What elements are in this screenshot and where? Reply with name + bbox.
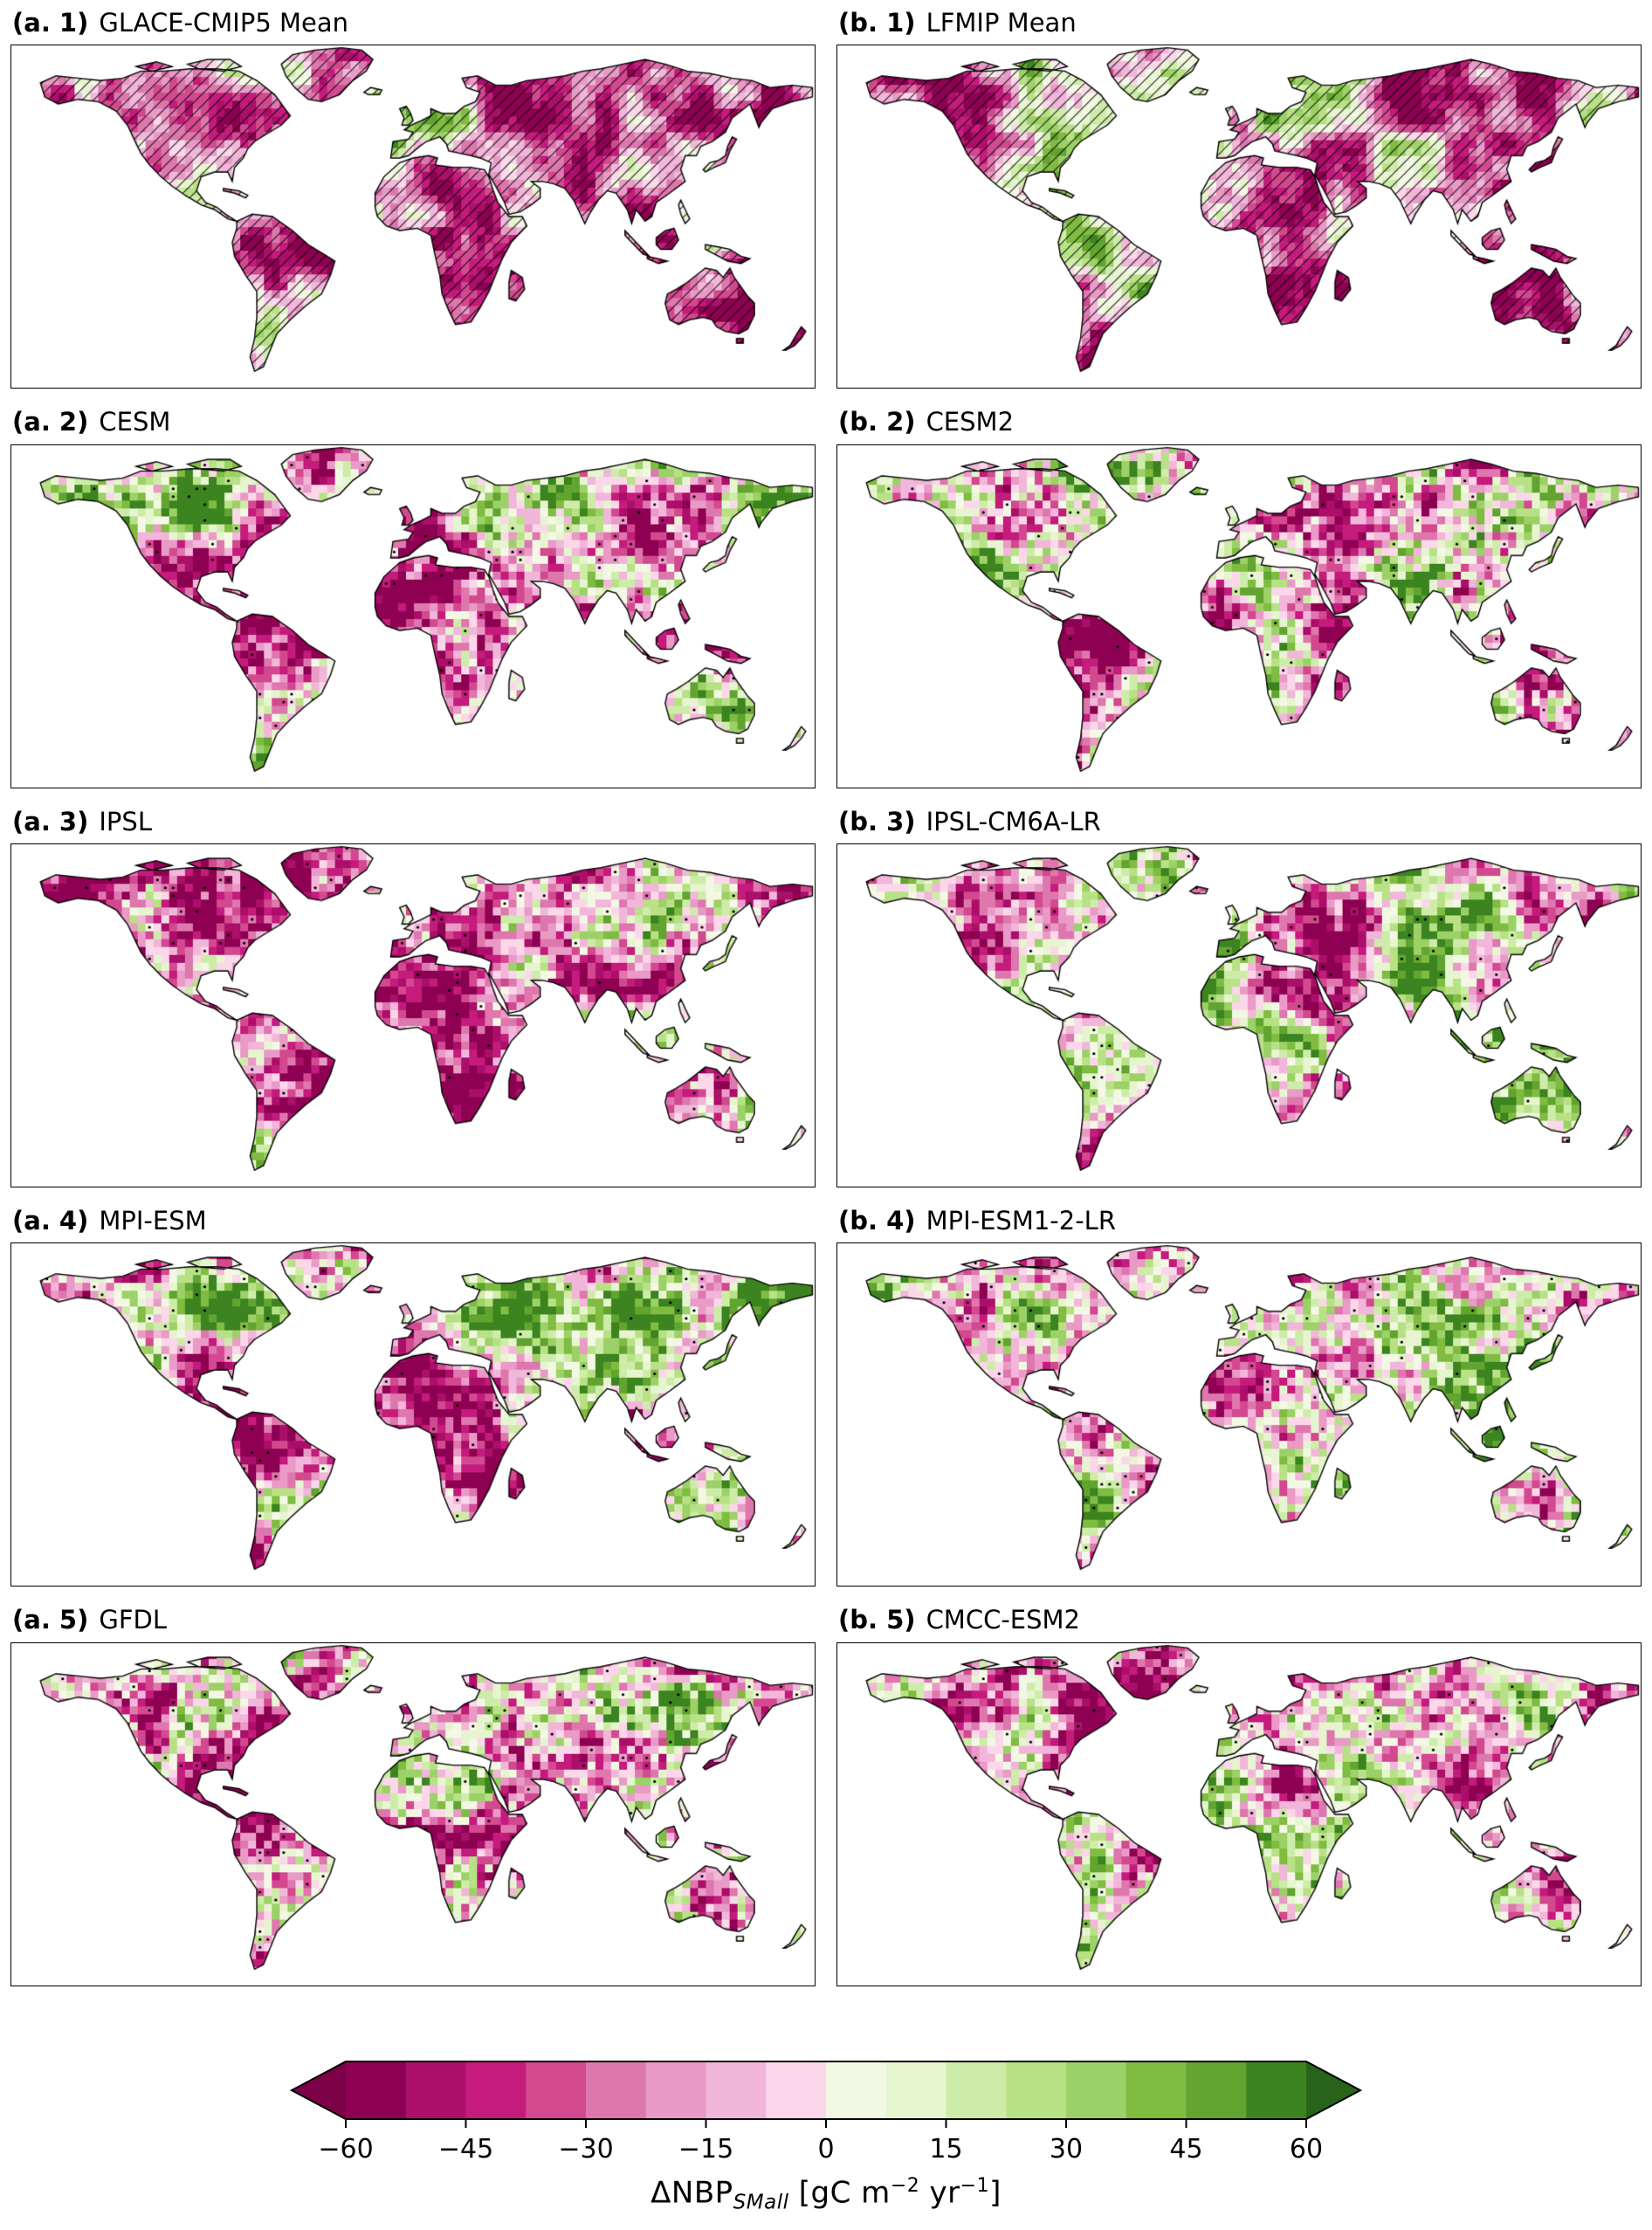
colorbar-segment xyxy=(1066,2061,1127,2119)
map-box xyxy=(10,45,816,389)
colorbar-segment xyxy=(885,2061,947,2119)
colorbar-segment xyxy=(586,2061,647,2119)
colorbar-tick-label: 15 xyxy=(929,2134,962,2165)
colorbar-segment xyxy=(946,2061,1007,2119)
panel-model-name: IPSL-CM6A-LR xyxy=(926,806,1101,836)
panel-title: (b. 1) LFMIP Mean xyxy=(838,8,1642,38)
panel-title: (a. 1) GLACE-CMIP5 Mean xyxy=(12,8,816,38)
colorbar-exp1: −2 xyxy=(890,2174,920,2197)
map-panel-a2: (a. 2) CESM xyxy=(10,404,816,788)
panel-label-prefix: (b. 4) xyxy=(838,1206,916,1236)
world-map-canvas xyxy=(11,444,815,788)
map-box xyxy=(10,843,816,1188)
map-box xyxy=(836,45,1642,389)
panel-label-prefix: (a. 5) xyxy=(12,1605,89,1635)
panel-title: (b. 4) MPI-ESM1-2-LR xyxy=(838,1206,1642,1236)
map-box xyxy=(10,1642,816,1986)
world-map-canvas xyxy=(837,45,1641,389)
colorbar-label: ΔNBPSMall [gC m−2 yr−1] xyxy=(0,2175,1652,2213)
colorbar-left-arrow xyxy=(292,2061,346,2119)
colorbar-segment xyxy=(766,2061,827,2119)
world-map-canvas xyxy=(11,45,815,389)
panel-model-name: CESM xyxy=(99,407,171,437)
colorbar-segment xyxy=(645,2061,707,2119)
colorbar-units-open: [gC m xyxy=(788,2175,891,2211)
colorbar-tick-label: 60 xyxy=(1290,2134,1323,2165)
panel-title: (b. 3) IPSL-CM6A-LR xyxy=(838,806,1642,836)
world-map-canvas xyxy=(837,844,1641,1187)
colorbar-exp2: −1 xyxy=(960,2174,990,2197)
colorbar-units-close: ] xyxy=(989,2175,1002,2211)
map-panel-b4: (b. 4) MPI-ESM1-2-LR xyxy=(836,1203,1642,1587)
colorbar-area: −60 −45 −30 −15 0 15 30 45 60 ΔNBPSMall [gC m−2 … xyxy=(0,2053,1652,2213)
panel-title: (a. 5) GFDL xyxy=(12,1606,816,1635)
map-panel-b1: (b. 1) LFMIP Mean xyxy=(836,5,1642,389)
panel-model-name: CMCC-ESM2 xyxy=(926,1605,1080,1635)
panel-title: (a. 3) IPSL xyxy=(12,806,816,836)
colorbar-tick-label: 45 xyxy=(1169,2134,1202,2165)
colorbar-segment xyxy=(526,2061,587,2119)
panel-model-name: LFMIP Mean xyxy=(926,8,1077,38)
colorbar-label-subscript: SMall xyxy=(733,2191,789,2214)
panel-title: (a. 4) MPI-ESM xyxy=(12,1206,816,1236)
panel-label-prefix: (a. 4) xyxy=(12,1206,89,1236)
map-box xyxy=(836,843,1642,1188)
colorbar-tick-label: −45 xyxy=(438,2134,493,2165)
world-map-canvas xyxy=(11,844,815,1187)
colorbar-segment xyxy=(826,2061,887,2119)
colorbar-tick-label: −60 xyxy=(318,2134,373,2165)
panel-model-name: GFDL xyxy=(99,1605,168,1635)
world-map-canvas xyxy=(11,1642,815,1986)
panel-model-name: IPSL xyxy=(99,806,152,836)
colorbar-tick-label: −30 xyxy=(558,2134,613,2165)
world-map-canvas xyxy=(837,1243,1641,1586)
map-box xyxy=(836,1242,1642,1587)
panel-title: (b. 5) CMCC-ESM2 xyxy=(838,1606,1642,1635)
world-map-canvas xyxy=(837,444,1641,788)
colorbar-units-mid: yr xyxy=(919,2175,960,2211)
map-panel-b3: (b. 3) IPSL-CM6A-LR xyxy=(836,804,1642,1188)
colorbar-tick-label: 0 xyxy=(817,2134,834,2165)
colorbar: −60 −45 −30 −15 0 15 30 45 60 xyxy=(289,2060,1363,2165)
map-box xyxy=(10,444,816,788)
colorbar-segment xyxy=(1006,2061,1067,2119)
map-panel-b5: (b. 5) CMCC-ESM2 xyxy=(836,1602,1642,1986)
panel-model-name: MPI-ESM xyxy=(99,1206,207,1236)
map-panel-a5: (a. 5) GFDL xyxy=(10,1602,816,1986)
panel-label-prefix: (b. 2) xyxy=(838,407,916,437)
world-map-canvas xyxy=(837,1642,1641,1986)
colorbar-segment xyxy=(1125,2061,1187,2119)
map-panel-a1: (a. 1) GLACE-CMIP5 Mean xyxy=(10,5,816,389)
colorbar-segment xyxy=(405,2061,467,2119)
panel-model-name: CESM2 xyxy=(926,407,1015,437)
colorbar-segment xyxy=(1246,2061,1307,2119)
world-map-canvas xyxy=(11,1243,815,1586)
map-panel-a3: (a. 3) IPSL xyxy=(10,804,816,1188)
map-box xyxy=(10,1242,816,1587)
panel-model-name: MPI-ESM1-2-LR xyxy=(926,1206,1116,1236)
map-box xyxy=(836,1642,1642,1986)
panel-label-prefix: (a. 2) xyxy=(12,407,89,437)
map-panel-a4: (a. 4) MPI-ESM xyxy=(10,1203,816,1587)
colorbar-segment xyxy=(346,2061,407,2119)
panel-label-prefix: (b. 1) xyxy=(838,8,916,38)
colorbar-right-arrow xyxy=(1306,2061,1360,2119)
map-panel-b2: (b. 2) CESM2 xyxy=(836,404,1642,788)
panel-title: (a. 2) CESM xyxy=(12,408,816,437)
panel-label-prefix: (a. 1) xyxy=(12,8,89,38)
panel-label-prefix: (b. 3) xyxy=(838,806,916,836)
colorbar-segment xyxy=(1186,2061,1247,2119)
panel-label-prefix: (b. 5) xyxy=(838,1605,916,1635)
colorbar-tick-label: 30 xyxy=(1050,2134,1083,2165)
colorbar-segment xyxy=(706,2061,767,2119)
panel-grid: (a. 1) GLACE-CMIP5 Mean (b. 1) LFMIP Mean … xyxy=(10,5,1642,1986)
colorbar-tick-label: −15 xyxy=(678,2134,733,2165)
colorbar-segment xyxy=(465,2061,527,2119)
colorbar-label-name: ΔNBP xyxy=(650,2175,733,2211)
panel-label-prefix: (a. 3) xyxy=(12,806,89,836)
map-box xyxy=(836,444,1642,788)
panel-title: (b. 2) CESM2 xyxy=(838,408,1642,437)
panel-model-name: GLACE-CMIP5 Mean xyxy=(99,8,349,38)
